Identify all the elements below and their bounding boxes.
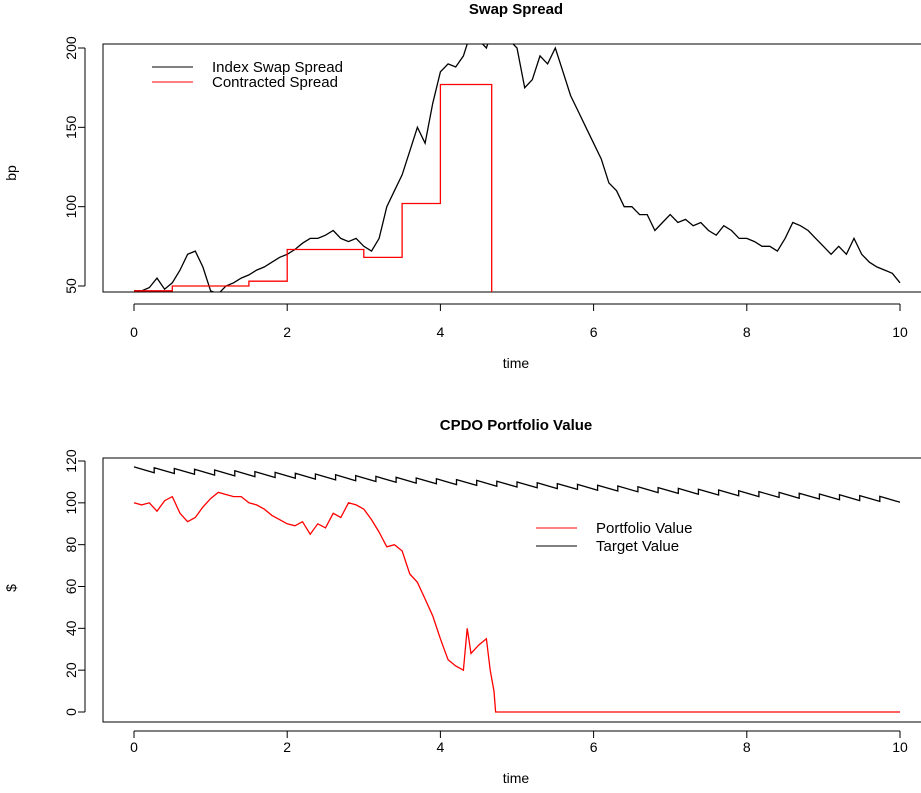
x-tick-label: 2 bbox=[283, 324, 291, 340]
chart1-title: Swap Spread bbox=[469, 1, 563, 18]
x-tick-label: 0 bbox=[130, 324, 138, 340]
x-tick-label: 6 bbox=[590, 324, 598, 340]
x-tick-label: 2 bbox=[283, 739, 291, 755]
chart2-title: CPDO Portfolio Value bbox=[440, 417, 593, 434]
chart2-legend: Portfolio Value Target Value bbox=[536, 520, 692, 555]
y-tick-label: 100 bbox=[63, 195, 79, 219]
x-tick-label: 6 bbox=[590, 739, 598, 755]
x-tick-label: 4 bbox=[437, 739, 445, 755]
chart1-y-axis: 50 100 150 200 bbox=[63, 36, 86, 294]
x-tick-label: 4 bbox=[437, 324, 445, 340]
y-tick-label: 200 bbox=[63, 36, 79, 60]
chart1-x-axis: 0 2 4 6 8 10 bbox=[130, 303, 908, 340]
x-tick-label: 8 bbox=[743, 739, 751, 755]
chart2-y-axis: 0 20 40 60 80 100 120 bbox=[63, 449, 86, 716]
y-tick-label: 60 bbox=[63, 579, 79, 595]
x-tick-label: 10 bbox=[892, 324, 908, 340]
series-line-target-value bbox=[133, 466, 901, 503]
series-line-contracted-spread bbox=[134, 83, 493, 292]
x-tick-label: 10 bbox=[892, 739, 908, 755]
y-tick-label: 0 bbox=[63, 708, 79, 716]
legend-label-index-swap-spread: Index Swap Spread bbox=[212, 59, 343, 76]
chart1-xlabel: time bbox=[503, 355, 530, 371]
series-line-index-swap-spread bbox=[134, 44, 901, 292]
chart1-legend: Index Swap Spread Contracted Spread bbox=[152, 59, 343, 91]
y-tick-label: 100 bbox=[63, 491, 79, 515]
chart2-series bbox=[133, 466, 901, 713]
chart2-x-axis: 0 2 4 6 8 10 bbox=[130, 730, 908, 755]
cpdo-portfolio-chart: CPDO Portfolio Value 0 2 4 6 8 10 0 20 40 60 80 10… bbox=[3, 417, 921, 786]
y-tick-label: 120 bbox=[63, 449, 79, 473]
chart1-series bbox=[134, 44, 901, 292]
y-tick-label: 40 bbox=[63, 620, 79, 636]
y-tick-label: 80 bbox=[63, 537, 79, 553]
x-tick-label: 0 bbox=[130, 739, 138, 755]
chart2-ylabel: $ bbox=[3, 584, 19, 592]
chart2-xlabel: time bbox=[503, 770, 530, 786]
chart2-plot-frame bbox=[102, 457, 921, 723]
chart1-ylabel: bp bbox=[3, 165, 19, 181]
legend-label-contracted-spread: Contracted Spread bbox=[212, 74, 338, 91]
x-tick-label: 8 bbox=[743, 324, 751, 340]
series-line-portfolio-value bbox=[133, 491, 900, 713]
legend-label-target-value: Target Value bbox=[596, 538, 679, 555]
y-tick-label: 50 bbox=[63, 278, 79, 294]
y-tick-label: 20 bbox=[63, 662, 79, 678]
legend-label-portfolio-value: Portfolio Value bbox=[596, 520, 692, 537]
y-tick-label: 150 bbox=[63, 115, 79, 139]
